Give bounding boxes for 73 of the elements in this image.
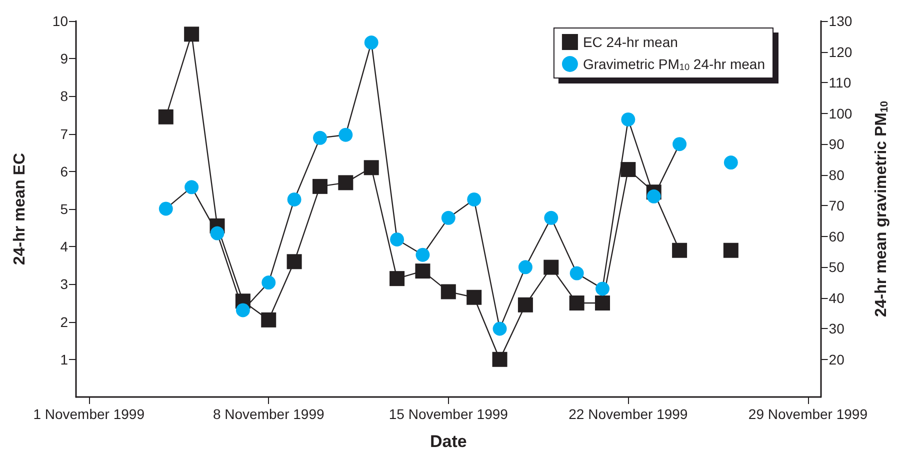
point xyxy=(262,276,276,290)
y-tick-label: 9 xyxy=(60,50,68,67)
y-tick-label: 6 xyxy=(60,163,68,180)
y2-axis-title: 24-hr mean gravimetric PM10 xyxy=(872,100,890,318)
point xyxy=(286,254,302,270)
legend-label: EC 24-hr mean xyxy=(582,34,678,50)
point xyxy=(441,210,456,225)
y2-tick-label: 90 xyxy=(828,136,845,152)
x-tick-label: 29 November 1999 xyxy=(748,406,868,422)
y-tick-label: 2 xyxy=(60,314,68,330)
x-axis-title: Date xyxy=(430,432,467,451)
x-tick-label: 1 November 1999 xyxy=(33,406,145,422)
point xyxy=(416,248,430,262)
point xyxy=(184,26,200,42)
point xyxy=(544,210,558,225)
y2-tick-label: 20 xyxy=(828,351,845,368)
y2-tick-label: 50 xyxy=(828,259,845,276)
point xyxy=(492,352,508,367)
point xyxy=(338,175,354,190)
point xyxy=(440,284,456,300)
y-tick-label: 1 xyxy=(60,351,68,368)
point xyxy=(594,296,610,310)
point xyxy=(723,242,738,258)
point xyxy=(184,180,199,194)
y-tick-label: 10 xyxy=(52,13,68,29)
point xyxy=(596,282,610,296)
y2-tick-label: 30 xyxy=(828,320,845,337)
y2-tick-label: 60 xyxy=(828,228,845,244)
y2-tick-label: 40 xyxy=(828,290,845,306)
point xyxy=(158,202,173,216)
point xyxy=(364,36,378,50)
point xyxy=(621,112,636,126)
point xyxy=(672,137,687,152)
x-tick-label: 15 November 1999 xyxy=(388,406,508,422)
y2-tick-label: 100 xyxy=(828,105,852,122)
point xyxy=(544,260,559,275)
x-tick-label: 8 November 1999 xyxy=(212,406,324,422)
point xyxy=(364,160,379,176)
point xyxy=(236,303,250,318)
y-axis-title: 24-hr mean EC xyxy=(12,152,28,266)
point xyxy=(390,271,405,286)
y-tick-label: 7 xyxy=(60,126,68,142)
y-tick-label: 4 xyxy=(60,238,68,255)
y2-tick-label: 80 xyxy=(828,166,845,183)
y2-tick-label: 110 xyxy=(828,74,852,91)
y-tick-label: 5 xyxy=(60,201,68,217)
point xyxy=(338,128,353,142)
point xyxy=(518,260,532,274)
point xyxy=(467,192,482,206)
y2-tick-label: 70 xyxy=(828,198,845,214)
x-tick-label: 22 November 1999 xyxy=(568,406,688,422)
point xyxy=(492,322,507,336)
point xyxy=(415,264,430,279)
point xyxy=(570,266,584,280)
point xyxy=(646,189,661,204)
point xyxy=(261,312,276,328)
point xyxy=(287,192,302,206)
point xyxy=(518,297,533,312)
y-tick-label: 3 xyxy=(60,276,68,292)
point xyxy=(620,162,636,178)
point xyxy=(158,109,174,124)
point xyxy=(466,290,482,305)
point xyxy=(312,178,328,194)
legend-label: Gravimetric PM10 24-hr mean xyxy=(582,56,765,72)
point xyxy=(210,226,224,240)
y2-tick-label: 130 xyxy=(828,13,852,29)
point xyxy=(390,232,404,246)
y2-tick-label: 120 xyxy=(828,44,852,60)
y-tick-label: 8 xyxy=(60,88,68,104)
point xyxy=(672,242,688,258)
point xyxy=(569,296,584,310)
point xyxy=(313,130,327,145)
point xyxy=(724,156,738,170)
